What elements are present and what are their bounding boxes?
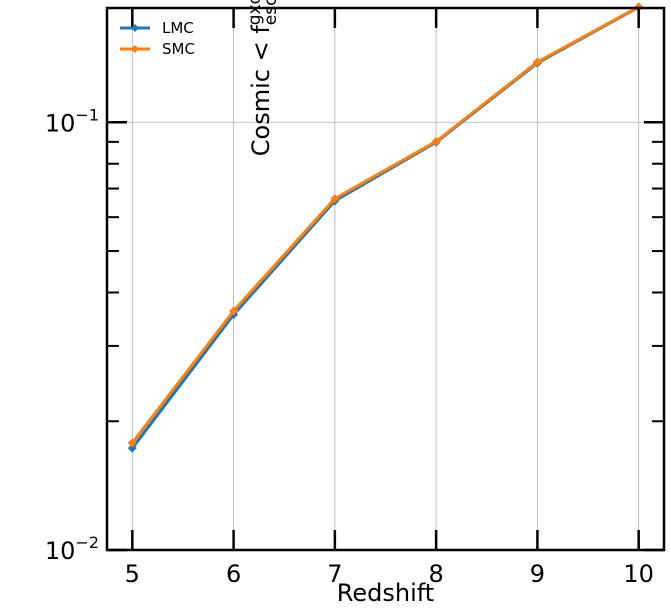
y-axis-title-superscript: gxd xyxy=(245,0,265,25)
y-axis-title-prefix: Cosmic < f xyxy=(247,25,275,157)
legend: LMC SMC xyxy=(120,19,195,58)
x-tick-label: 6 xyxy=(226,560,241,588)
series-line-lmc xyxy=(131,5,640,450)
data-point-smc xyxy=(431,136,441,146)
x-tick-label: 9 xyxy=(530,560,545,588)
y-axis-title: Cosmic < fgxdesc > Lintr xyxy=(245,0,281,156)
y-tick-label: 10−2 xyxy=(45,533,99,565)
data-point-smc xyxy=(229,306,239,316)
series-line-smc xyxy=(131,5,640,444)
series-layer xyxy=(127,2,644,453)
y-tick-label: 10−1 xyxy=(45,105,99,137)
x-tick-label: 7 xyxy=(327,560,342,588)
y-axis-title-subscript: esc xyxy=(261,0,281,25)
legend-marker-smc xyxy=(131,45,139,53)
data-point-smc xyxy=(127,438,137,448)
x-tick-label: 8 xyxy=(428,560,443,588)
legend-label-lmc: LMC xyxy=(162,19,194,37)
data-point-lmc xyxy=(127,443,137,453)
grid xyxy=(107,8,664,551)
x-tick-label: 10 xyxy=(623,560,654,588)
tick-labels: 5 6 7 8 9 10 10−2 10−1 xyxy=(45,105,654,588)
plot-frame xyxy=(105,6,666,552)
x-axis-title: Redshift xyxy=(337,579,434,607)
x-tick-label: 5 xyxy=(125,560,140,588)
legend-marker-lmc xyxy=(131,24,139,32)
legend-label-smc: SMC xyxy=(162,40,195,58)
data-point-smc xyxy=(330,194,340,204)
data-point-smc xyxy=(532,57,542,67)
axis-ticks xyxy=(107,8,664,552)
